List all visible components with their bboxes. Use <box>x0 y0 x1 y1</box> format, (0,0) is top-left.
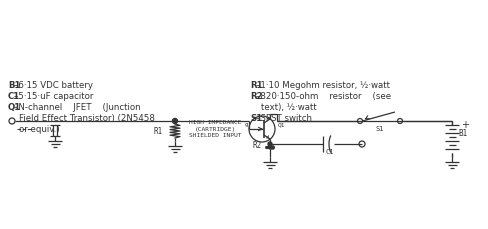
Text: C1: C1 <box>326 149 334 155</box>
Text: Field Effect Transistor) (2N5458: Field Effect Transistor) (2N5458 <box>8 114 155 123</box>
Text: Q1: Q1 <box>278 123 285 128</box>
Text: R2: R2 <box>253 142 262 150</box>
Text: –5·15·uF capacitor: –5·15·uF capacitor <box>15 92 94 101</box>
Text: B1: B1 <box>458 130 467 139</box>
Text: +: + <box>461 120 469 130</box>
Text: text), ½·watt: text), ½·watt <box>250 103 317 112</box>
Text: –SPST switch: –SPST switch <box>257 114 312 123</box>
Circle shape <box>172 118 178 123</box>
Text: s: s <box>266 116 269 121</box>
Text: B1: B1 <box>8 81 20 90</box>
Text: d: d <box>266 135 269 140</box>
Circle shape <box>268 142 272 146</box>
Text: or equiv.): or equiv.) <box>8 125 60 134</box>
Text: g: g <box>245 122 248 127</box>
Text: C1: C1 <box>8 92 20 101</box>
Text: R1: R1 <box>250 81 263 90</box>
Text: –N-channel    JFET    (Junction: –N-channel JFET (Junction <box>15 103 141 112</box>
Text: R2: R2 <box>250 92 263 101</box>
Text: S1: S1 <box>376 126 384 132</box>
Text: R1: R1 <box>154 128 163 136</box>
Text: HIGH IMPEDANCE
(CARTRIDGE)
SHIELDED INPUT: HIGH IMPEDANCE (CARTRIDGE) SHIELDED INPU… <box>189 120 241 138</box>
Text: –6·15 VDC battery: –6·15 VDC battery <box>15 81 93 90</box>
Text: –820·150-ohm    resistor    (see: –820·150-ohm resistor (see <box>257 92 391 101</box>
Text: S1: S1 <box>250 114 262 123</box>
Text: Q1: Q1 <box>8 103 21 112</box>
Text: –1·10 Megohm resistor, ½·watt: –1·10 Megohm resistor, ½·watt <box>257 81 390 90</box>
